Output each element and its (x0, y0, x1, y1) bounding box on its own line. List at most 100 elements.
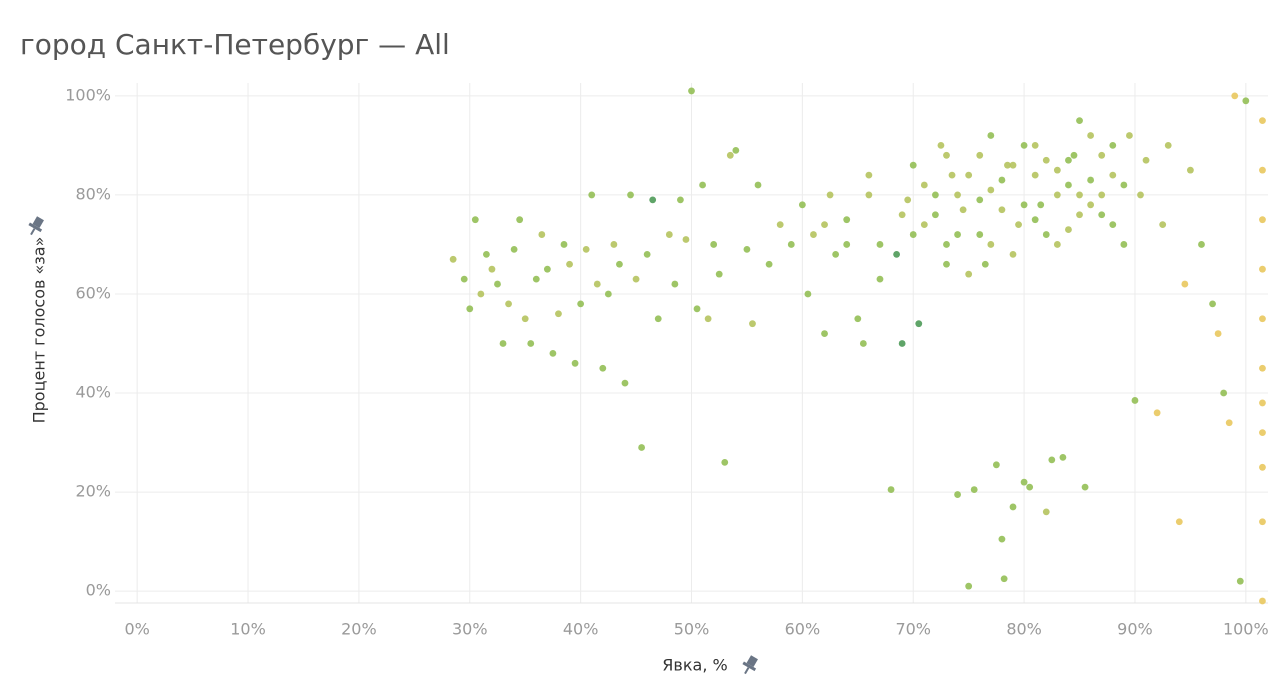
pin-icon (742, 655, 758, 675)
point (1259, 117, 1266, 125)
point (1087, 201, 1095, 209)
point (843, 216, 851, 224)
point (965, 582, 973, 590)
point (1259, 597, 1266, 605)
point (582, 246, 590, 253)
point (449, 255, 457, 263)
point (1009, 250, 1017, 258)
point (970, 486, 978, 493)
point (821, 221, 828, 229)
point (616, 260, 623, 268)
point (566, 260, 573, 268)
pin-icon (28, 216, 44, 236)
point (1137, 191, 1144, 199)
point (865, 171, 873, 179)
point (1004, 161, 1011, 169)
point (549, 350, 557, 357)
point (588, 191, 596, 199)
point (471, 216, 479, 224)
point (643, 250, 651, 258)
point (743, 246, 751, 253)
point (865, 191, 873, 199)
point (505, 300, 512, 308)
point (987, 186, 995, 194)
chart-title: город Санкт-Петербург — All (20, 28, 450, 61)
point (1142, 156, 1150, 164)
point (726, 151, 734, 159)
point (821, 330, 828, 337)
point (466, 305, 474, 313)
point (1020, 478, 1028, 486)
point (1242, 97, 1250, 105)
point (1053, 241, 1061, 248)
point (943, 241, 950, 248)
point (976, 231, 984, 238)
point (887, 486, 895, 493)
point (1087, 176, 1095, 184)
point (699, 181, 706, 189)
point (1065, 156, 1072, 164)
point (998, 176, 1006, 184)
point (1259, 315, 1266, 323)
point (482, 250, 490, 258)
point (909, 231, 917, 238)
point (1020, 142, 1028, 149)
point (1015, 221, 1022, 229)
y-axis-label: Процент голосов «за» (30, 237, 49, 424)
y-tick-label: 20% (75, 482, 111, 501)
x-tick-label: 70% (895, 620, 931, 639)
point (992, 461, 1000, 469)
point (571, 359, 579, 367)
point (1076, 117, 1083, 125)
point (1042, 231, 1050, 238)
point (943, 151, 950, 159)
point (893, 250, 901, 258)
point (1009, 503, 1017, 511)
point (621, 379, 629, 387)
x-tick-label: 80% (1006, 620, 1042, 639)
y-tick-label: 60% (75, 283, 111, 302)
point (1065, 181, 1072, 189)
y-tick-label: 100% (65, 85, 111, 104)
x-tick-label: 60% (785, 620, 821, 639)
point (826, 191, 834, 199)
point (704, 315, 712, 323)
point (898, 340, 906, 347)
point (965, 270, 973, 278)
point (954, 491, 961, 498)
point (488, 265, 496, 273)
point (987, 132, 995, 139)
point (1076, 211, 1083, 219)
point (477, 290, 485, 298)
y-tick-label: 0% (86, 581, 111, 600)
point (671, 280, 679, 288)
point (1209, 300, 1216, 308)
point (1164, 142, 1172, 149)
point (1159, 221, 1167, 229)
point (1259, 399, 1266, 407)
point (843, 241, 851, 248)
point (560, 241, 568, 248)
point (998, 206, 1006, 214)
point (1109, 221, 1117, 229)
x-tick-label: 100% (1223, 620, 1269, 639)
point (721, 458, 729, 466)
point (904, 196, 912, 204)
point (1098, 211, 1106, 219)
point (494, 280, 501, 288)
point (1120, 241, 1128, 248)
point (1087, 132, 1095, 139)
point (682, 236, 690, 243)
point (1186, 166, 1194, 174)
point (627, 191, 634, 199)
point (610, 241, 618, 248)
point (943, 260, 950, 268)
point (1259, 429, 1266, 437)
point (1153, 409, 1161, 417)
point (555, 310, 562, 318)
x-tick-label: 40% (563, 620, 599, 639)
point (1120, 181, 1128, 189)
point (749, 320, 756, 328)
point (920, 181, 928, 189)
